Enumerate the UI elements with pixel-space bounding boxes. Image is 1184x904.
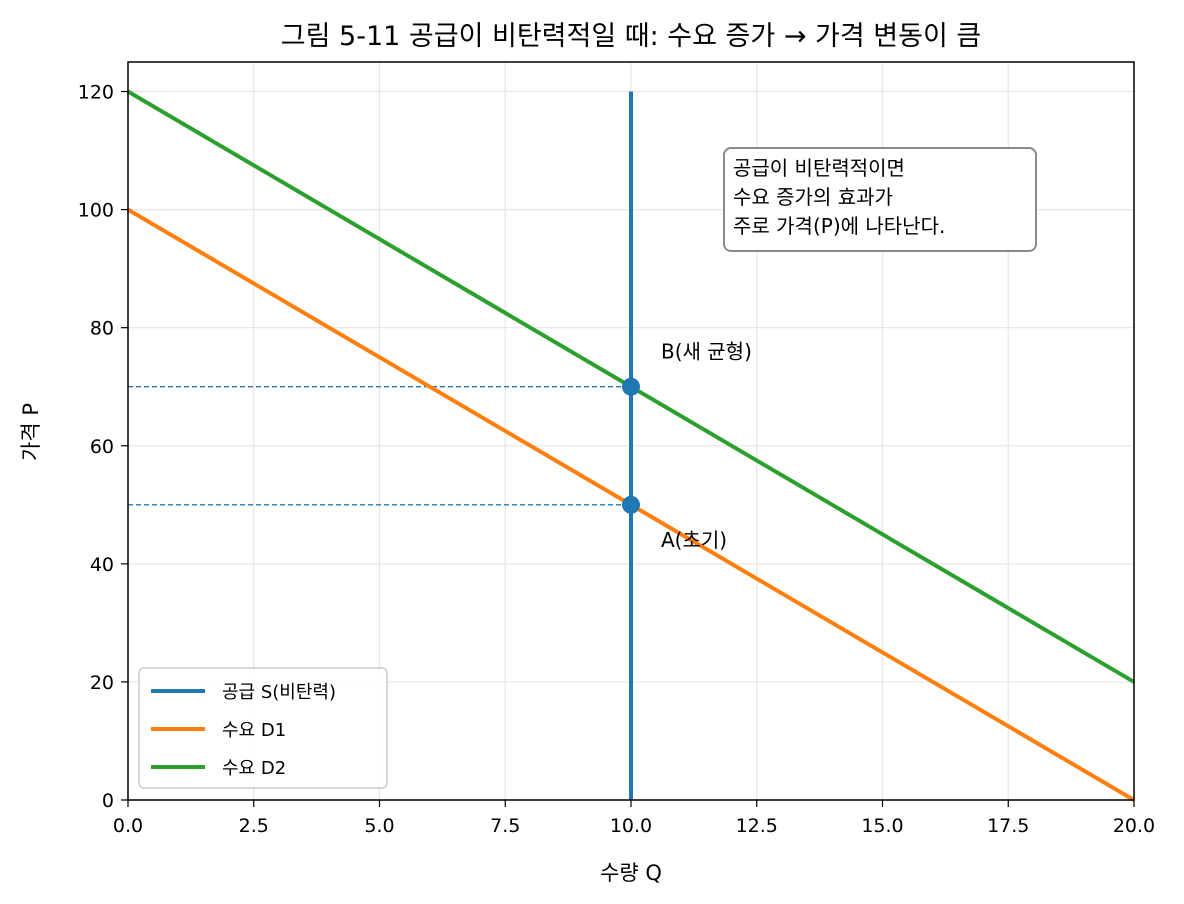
annotation-box-line: 주로 가격(P)에 나타난다. (733, 214, 945, 238)
x-tick-label: 15.0 (861, 815, 903, 837)
y-tick-label: 20 (90, 672, 114, 694)
point-annotations: A(초기) B(새 균형) (661, 340, 752, 552)
equilibrium-point-marker (622, 495, 640, 514)
plot-frame (127, 61, 1135, 801)
chart-title: 그림 5-11 공급이 비탄력적일 때: 수요 증가 → 가격 변동이 큼 (281, 21, 981, 52)
y-tick-label: 40 (90, 554, 114, 576)
y-tick-label: 80 (90, 318, 114, 340)
annotation-box-line: 공급이 비탄력적이면 (733, 156, 905, 180)
x-tick-label: 7.5 (490, 815, 520, 837)
y-tick-label: 120 (78, 82, 114, 104)
annotation-box-frame (723, 147, 1037, 252)
y-tick-label: 60 (90, 436, 114, 458)
x-tick-label: 12.5 (736, 815, 778, 837)
y-axis-label: 가격 P (19, 403, 43, 461)
legend-label: 수요 D2 (222, 758, 286, 779)
x-tick-label: 10.0 (610, 815, 652, 837)
y-tick-label: 100 (78, 200, 114, 222)
reference-lines (128, 386, 631, 506)
x-tick-label: 5.0 (364, 815, 394, 837)
legend-label: 공급 S(비탄력) (222, 682, 336, 703)
x-tick-label: 0.0 (113, 815, 143, 837)
axis-ticks: 0.0 2.5 5.0 7.5 10.0 12.5 15.0 17.5 20.0 0 20 40 60 8… (78, 82, 1155, 837)
x-axis-label: 수량 Q (600, 861, 662, 885)
annotation-box-line: 수요 증가의 효과가 (733, 185, 893, 209)
legend-label: 수요 D1 (222, 720, 286, 741)
point-a-label: A(초기) (661, 528, 727, 552)
legend: 공급 S(비탄력) 수요 D1 수요 D2 (138, 667, 388, 789)
x-tick-label: 20.0 (1113, 815, 1155, 837)
y-tick-label: 0 (102, 790, 114, 812)
equilibrium-points (622, 377, 640, 514)
x-tick-label: 17.5 (987, 815, 1029, 837)
equilibrium-point-marker (622, 377, 640, 396)
legend-frame (138, 667, 388, 789)
point-b-label: B(새 균형) (661, 340, 752, 364)
x-tick-label: 2.5 (239, 815, 269, 837)
